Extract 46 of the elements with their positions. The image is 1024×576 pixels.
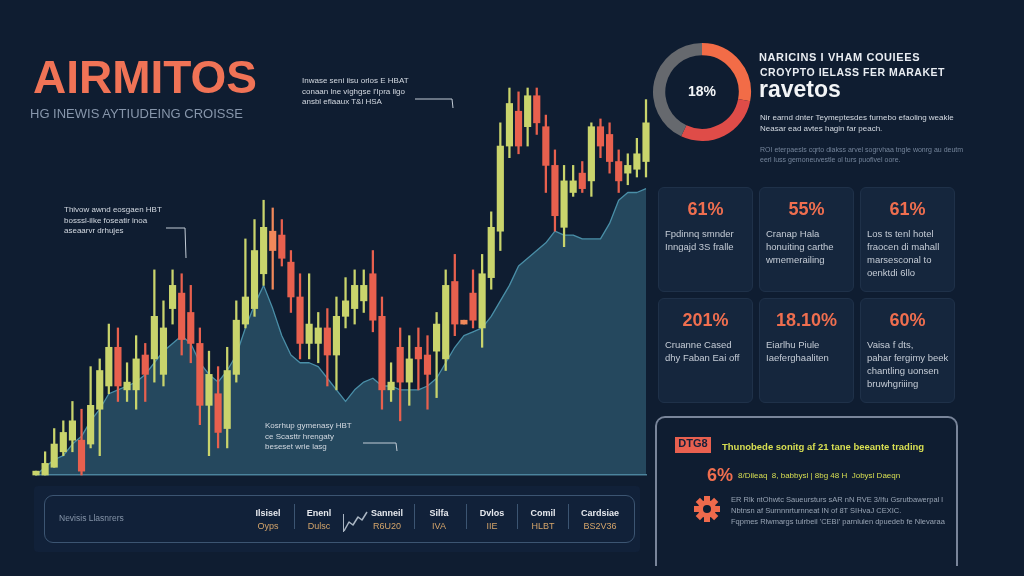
text: Dulsc <box>307 521 331 531</box>
text: Oyps <box>257 521 279 531</box>
annotation: Thivow awnd eosgaen HBT bosssl-ilke foseatir inoa aseaarvr drhujes <box>64 205 162 235</box>
text: 8/Dileaq 8, babbysl | 8bg 48 H Jobysl Daeqn <box>738 471 901 480</box>
chart-title: AIRMITOS <box>33 51 258 103</box>
candlestick <box>433 312 441 398</box>
text: Enenl <box>306 508 332 518</box>
text: Sanneil <box>370 508 404 518</box>
annotation: Kosrhup gymenasy HBT ce Scasttr hrengaty beseset wrie lasg <box>265 421 352 451</box>
text: Cranap Hala honuiting carthe wmemerailing <box>766 227 834 266</box>
text: 6% <box>707 465 734 486</box>
text: Thunobede sonitg af 21 tane beeante trading <box>722 441 925 452</box>
text: Cruanne Cased dhy Faban Eai off <box>665 338 740 364</box>
text: Nir earnd dnter Teymeptesdes furnebo efaoling weakle Neasar ead avtes hagin far peach. <box>760 112 954 134</box>
annotation: Inwase seni iisu orlos E HBAT conaan lne vighgse l'Ipra llgo ansbl eflaaux T&l HSA <box>302 76 409 106</box>
text: 18% <box>687 82 717 99</box>
text: Cardsiae <box>580 508 620 518</box>
text: IVA <box>432 521 446 531</box>
text: Ilsisel <box>255 508 281 518</box>
text: ravetos <box>759 76 841 103</box>
text: HG INEWIS AYTIUDEING CROISSE <box>30 106 244 121</box>
text: DTG8 <box>675 437 711 453</box>
text: Silfa <box>429 508 449 518</box>
text: NARICINS I VHAM COUIEES <box>759 51 921 63</box>
text: Los ts tenl hotel fraocen di mahall marsesconal to oenktdi 6llo <box>867 227 940 279</box>
text: 55% <box>788 199 825 220</box>
text: Nevisis Llasnrers <box>59 513 124 523</box>
text: Fpdinnq smnder Inngajd 3S fralle <box>665 227 734 253</box>
text: BS2V36 <box>583 521 617 531</box>
text: Eiarlhu Piule Iaeferghaaliten <box>766 338 829 364</box>
candlestick <box>414 327 422 391</box>
text: 61% <box>889 199 926 220</box>
text: Comil <box>530 508 556 518</box>
text: R6U20 <box>372 521 402 531</box>
candlestick <box>423 335 432 410</box>
candlestick <box>341 277 350 329</box>
text: 60% <box>889 310 926 331</box>
text: HLBT <box>531 521 555 531</box>
text: IIE <box>486 521 498 531</box>
text: CROYPTO IELASS FER MARAKET <box>760 66 945 78</box>
text: 201% <box>682 310 729 331</box>
text: 61% <box>687 199 724 220</box>
text: 18.10% <box>775 310 838 331</box>
candlestick <box>241 238 249 329</box>
text: Dvlos <box>479 508 505 518</box>
text: Vaisa f dts, pahar fergimy beek chantling uonsen bruwhgriiing <box>867 338 949 390</box>
